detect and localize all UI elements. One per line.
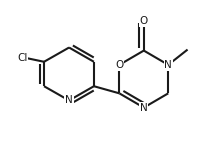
Text: O: O: [115, 60, 124, 70]
Text: O: O: [140, 16, 148, 26]
Text: N: N: [140, 103, 148, 113]
Text: N: N: [65, 95, 73, 106]
Text: N: N: [164, 60, 172, 70]
Text: Cl: Cl: [17, 53, 27, 63]
